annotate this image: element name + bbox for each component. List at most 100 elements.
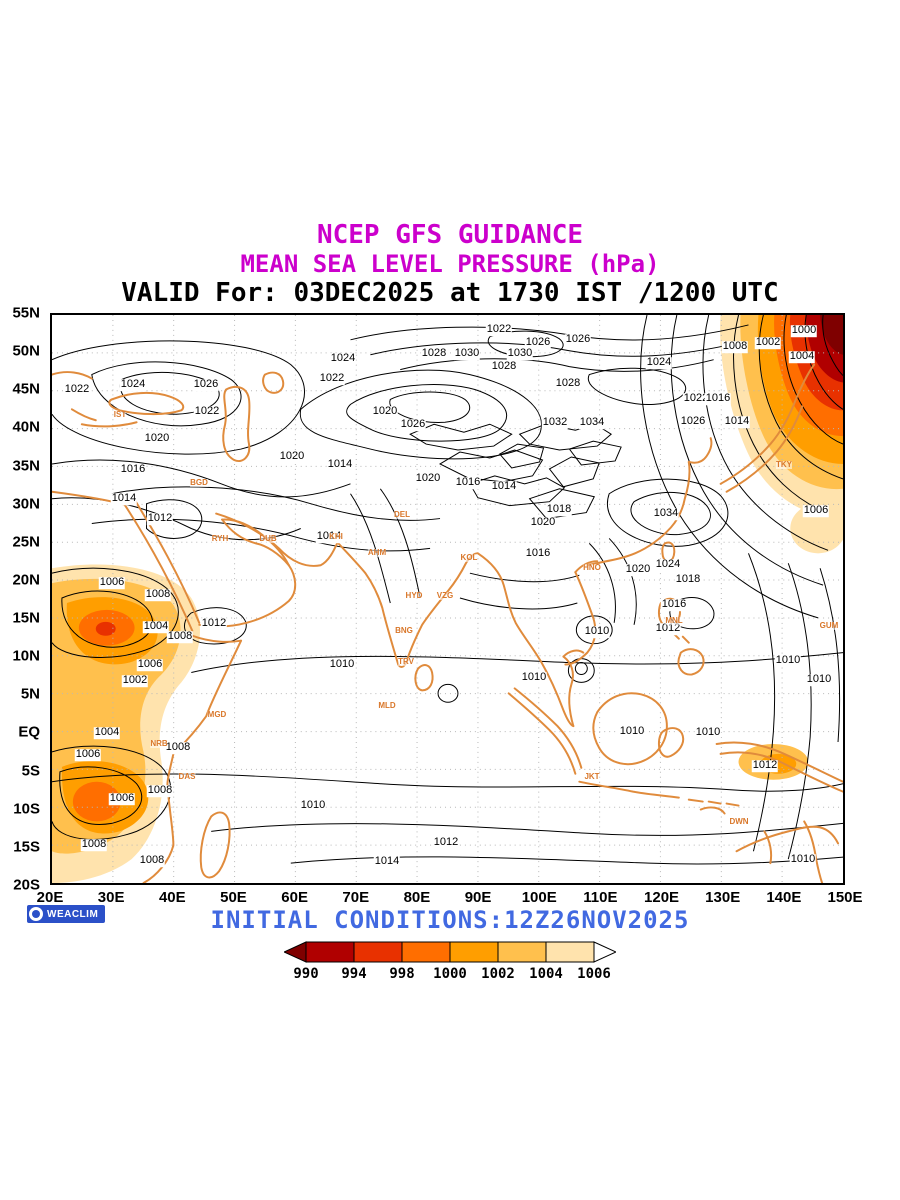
station-label: MNL <box>665 616 683 625</box>
station-label: MGD <box>207 710 227 719</box>
map-shape <box>719 363 816 485</box>
map-shape <box>513 687 583 769</box>
station-label: KHI <box>329 532 343 541</box>
map-shape <box>222 386 251 462</box>
station-label: VZG <box>436 591 454 600</box>
pressure-label: 1006 <box>108 792 136 805</box>
map-shape <box>215 512 339 567</box>
map-shape <box>487 330 564 358</box>
pressure-label: 1016 <box>704 392 732 405</box>
map-shape <box>133 498 201 624</box>
map-shape <box>822 315 843 376</box>
map-shape <box>80 421 138 428</box>
map-svg <box>52 315 843 883</box>
map-shape <box>142 639 243 883</box>
pressure-label: 1006 <box>136 658 164 671</box>
map-shape <box>61 590 153 648</box>
map-shape <box>657 727 685 758</box>
colorbar-left-arrow <box>284 941 307 963</box>
pressure-label: 1002 <box>754 336 782 349</box>
weaclim-circle-icon <box>29 907 43 921</box>
pressure-label: 1006 <box>98 576 126 589</box>
map-shape <box>409 423 513 451</box>
station-label: NRB <box>150 739 168 748</box>
pressure-label: 1004 <box>93 726 121 739</box>
map-shape <box>191 652 843 673</box>
map-shape <box>211 822 843 836</box>
colorbar-segment <box>401 941 451 963</box>
colorbar-segment <box>449 941 499 963</box>
colorbar-segment <box>545 941 595 963</box>
map-shape <box>608 538 637 625</box>
pressure-label: 1022 <box>193 405 221 418</box>
pressure-label: 1028 <box>554 377 582 390</box>
pressure-label: 1014 <box>110 492 138 505</box>
map-shape <box>562 655 575 728</box>
weaclim-logo-text: WEACLIM <box>47 908 99 920</box>
pressure-label: 1010 <box>789 853 817 866</box>
pressure-label: 1030 <box>453 347 481 360</box>
pressure-label: 1032 <box>541 416 569 429</box>
chart-title-line2: MEAN SEA LEVEL PRESSURE (hPa) <box>240 250 660 278</box>
pressure-label: 1018 <box>674 573 702 586</box>
station-label: DWN <box>729 817 749 826</box>
map-shape <box>437 683 459 703</box>
pressure-label: 1010 <box>520 671 548 684</box>
pressure-label: 1020 <box>529 516 557 529</box>
lat-tick-label: 20N <box>12 571 40 589</box>
map-shape <box>568 440 622 466</box>
map-shape <box>687 437 713 464</box>
lat-tick-label: 5N <box>20 685 40 703</box>
pressure-label: 1012 <box>654 622 682 635</box>
pressure-label: 1020 <box>143 432 171 445</box>
map-canvas: 1022 1024 1026 1022 1020 1016 1014 1012 1024 1022… <box>50 313 845 885</box>
pressure-label: 1024 <box>329 352 357 365</box>
pressure-label: 1004 <box>788 350 816 363</box>
pressure-label: 1016 <box>524 547 552 560</box>
map-shape <box>763 830 773 865</box>
pressure-label: 1024 <box>119 378 147 391</box>
map-shape <box>299 369 542 460</box>
map-shape <box>715 741 843 783</box>
lat-tick-label: 50N <box>12 342 40 360</box>
lat-axis: 55N 50N 45N 40N 35N 30N 25N 20N 15N 10N 5N EQ 5S 10S 1… <box>0 305 46 894</box>
map-shape <box>687 798 740 807</box>
lat-tick-label: 10N <box>12 647 40 665</box>
map-shape <box>469 572 580 583</box>
pressure-label: 1026 <box>524 336 552 349</box>
lon-tick-label: 30E <box>97 889 125 906</box>
pressure-label: 1020 <box>371 405 399 418</box>
map-shape <box>498 443 545 469</box>
weaclim-logo[interactable]: WEACLIM <box>27 905 106 923</box>
chart-valid-line: VALID For: 03DEC2025 at 1730 IST /1200 U… <box>121 278 779 308</box>
weaclim-circle-dot <box>32 910 40 918</box>
lon-tick-label: 120E <box>644 889 680 906</box>
station-label: TRV <box>398 657 414 666</box>
station-label: BGD <box>190 478 208 487</box>
map-shape <box>669 596 715 630</box>
map-shape <box>199 811 231 879</box>
colorbar-right-arrow <box>593 941 616 963</box>
map-shape <box>586 460 691 567</box>
pressure-label: 1014 <box>373 855 401 868</box>
map-shape <box>191 634 243 643</box>
lon-tick-label: 40E <box>158 889 186 906</box>
map-shape <box>119 371 220 415</box>
map-shape <box>699 806 726 815</box>
lon-tick-label: 20E <box>36 889 64 906</box>
pressure-label: 1010 <box>774 654 802 667</box>
map-shape <box>574 662 588 675</box>
pressure-label: 1020 <box>624 563 652 576</box>
station-label: BNG <box>395 626 413 635</box>
pressure-label: 1014 <box>490 480 518 493</box>
map-shape <box>748 553 776 852</box>
pressure-label: 1012 <box>432 836 460 849</box>
colorbar-labels: 990 994 998 1000 1002 1004 1006 <box>284 966 616 984</box>
pressure-label: 1014 <box>315 531 343 543</box>
station-label: IST <box>113 410 127 419</box>
map-shape <box>52 567 179 658</box>
lat-tick-label: 45N <box>12 380 40 398</box>
colorbar-segment <box>353 941 403 963</box>
map-shape <box>469 475 566 507</box>
map-shape <box>630 492 711 535</box>
